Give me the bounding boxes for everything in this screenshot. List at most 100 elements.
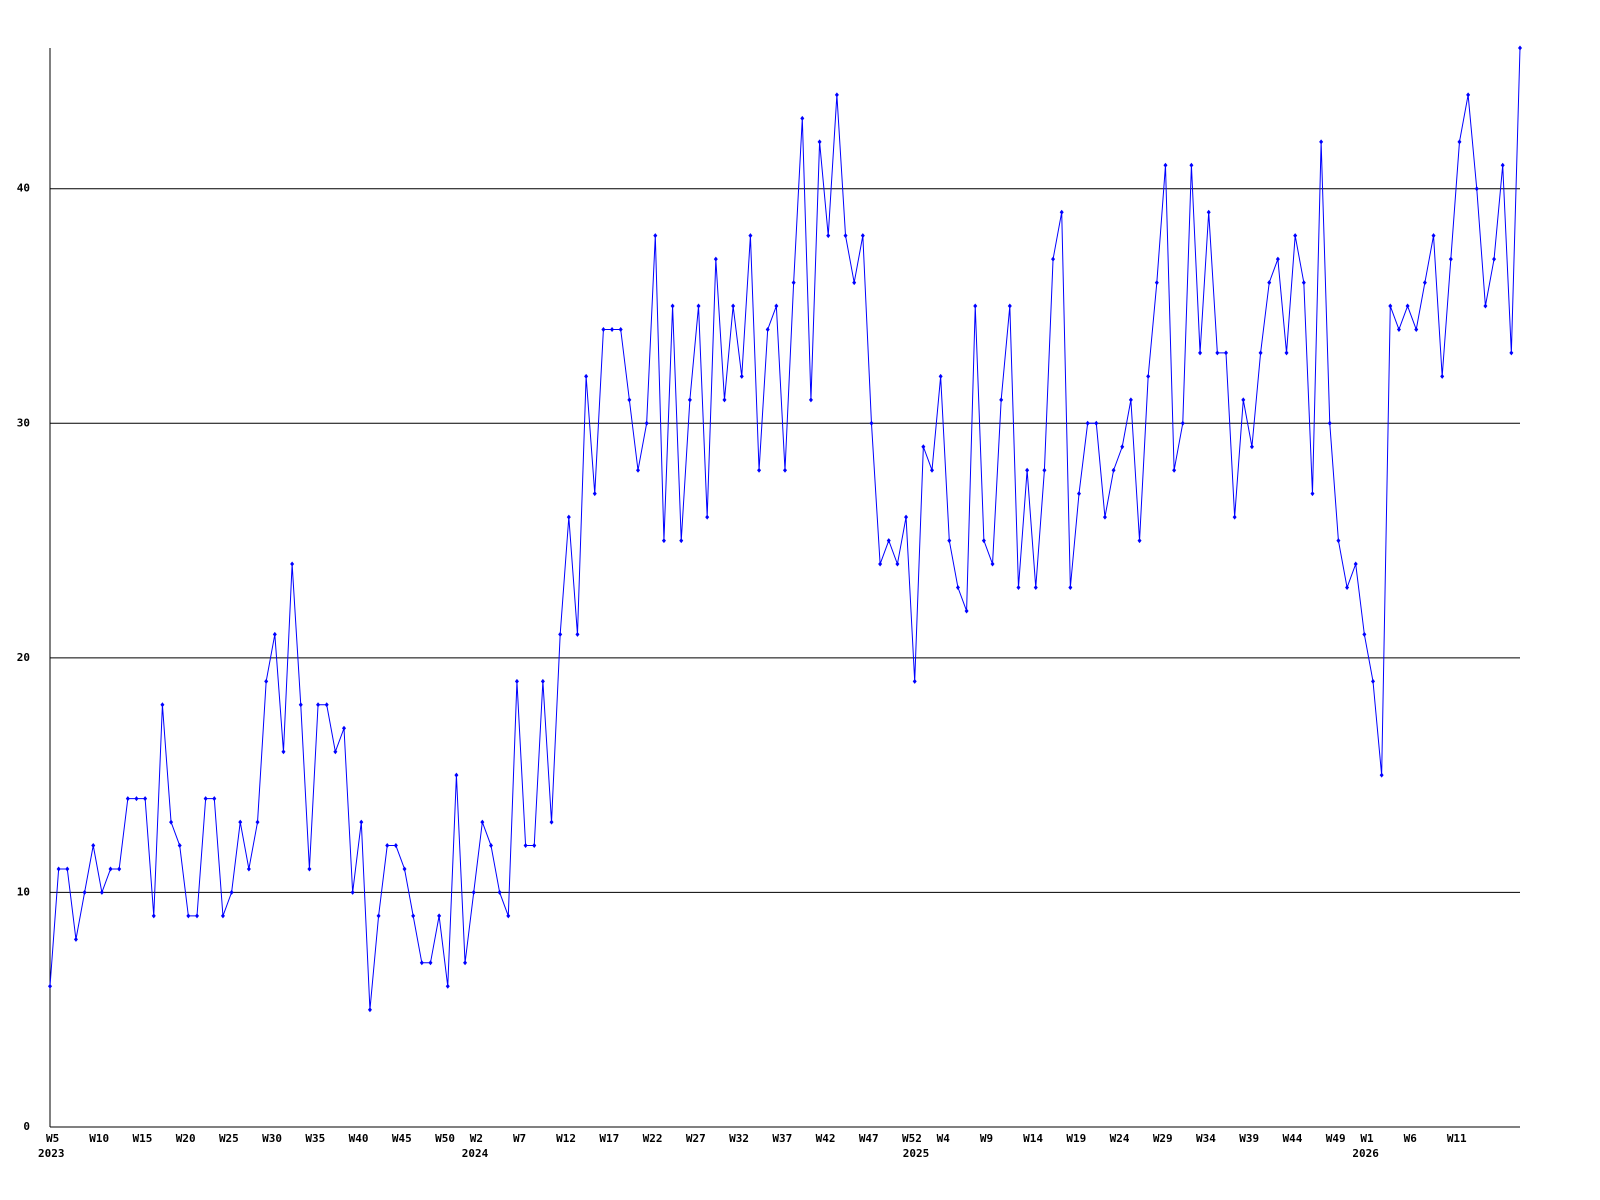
point: [1163, 162, 1168, 168]
x-tick-label: W24: [1110, 1132, 1130, 1145]
point: [1120, 444, 1125, 450]
point: [999, 397, 1004, 403]
point: [1059, 209, 1064, 215]
point: [1102, 514, 1107, 520]
point: [765, 326, 770, 332]
point: [601, 326, 606, 332]
point: [463, 960, 468, 966]
point: [817, 139, 822, 145]
point: [584, 373, 589, 379]
x-tick-label: W40: [349, 1132, 369, 1145]
x-tick-label: W9: [980, 1132, 993, 1145]
point: [592, 491, 597, 497]
point: [73, 936, 78, 942]
point: [1500, 162, 1505, 168]
point: [696, 303, 701, 309]
point: [489, 843, 493, 849]
point: [1025, 467, 1030, 473]
x-tick-label: W20: [176, 1132, 196, 1145]
point: [1509, 350, 1514, 356]
point: [56, 866, 61, 872]
point: [679, 538, 684, 544]
point: [1284, 350, 1289, 356]
point: [618, 326, 623, 332]
point: [367, 1007, 372, 1013]
point: [419, 960, 424, 966]
x-tick-label: W2: [470, 1132, 483, 1145]
point: [298, 702, 303, 708]
x-year-label: 2025: [903, 1147, 930, 1160]
point: [895, 561, 900, 567]
point: [843, 233, 848, 239]
point: [627, 397, 632, 403]
point: [1224, 350, 1228, 356]
point: [1362, 631, 1367, 637]
point: [238, 819, 243, 825]
point: [791, 280, 796, 286]
point: [220, 913, 225, 919]
point: [687, 397, 692, 403]
point: [921, 444, 926, 450]
point: [255, 819, 260, 825]
x-tick-label: W4: [937, 1132, 951, 1145]
point: [1492, 256, 1497, 262]
point: [990, 561, 995, 567]
point: [1232, 514, 1237, 520]
x-tick-label: W14: [1023, 1132, 1043, 1145]
point: [195, 913, 199, 919]
point: [644, 420, 649, 426]
x-tick-label: W10: [89, 1132, 109, 1145]
point: [454, 772, 459, 778]
x-tick-label: W39: [1239, 1132, 1259, 1145]
point: [774, 303, 779, 309]
y-tick-label: 20: [17, 651, 30, 664]
point: [1180, 420, 1185, 426]
x-tick-label: W50: [435, 1132, 455, 1145]
point: [1396, 326, 1401, 332]
x-tick-label: W42: [816, 1132, 836, 1145]
point: [886, 538, 891, 544]
point: [1275, 256, 1280, 262]
point: [203, 796, 208, 802]
point: [1258, 350, 1263, 356]
x-tick-label: W1: [1360, 1132, 1374, 1145]
point: [177, 843, 182, 849]
x-tick-label: W44: [1283, 1132, 1303, 1145]
x-tick-label: W22: [643, 1132, 663, 1145]
x-year-label: 2026: [1352, 1147, 1379, 1160]
y-tick-label: 30: [17, 416, 30, 429]
point: [834, 92, 839, 98]
point: [912, 678, 917, 684]
point: [333, 749, 338, 755]
point: [212, 796, 217, 802]
point: [540, 678, 545, 684]
point: [670, 303, 675, 309]
point: [1215, 350, 1220, 356]
point: [497, 889, 502, 895]
point: [1518, 45, 1522, 51]
point: [324, 702, 329, 708]
point: [1051, 256, 1056, 262]
point: [281, 749, 286, 755]
point: [1405, 303, 1410, 309]
x-tick-label: W37: [772, 1132, 792, 1145]
point: [808, 397, 813, 403]
x-tick-label: W19: [1066, 1132, 1086, 1145]
point: [169, 819, 174, 825]
point: [1249, 444, 1254, 450]
point: [82, 889, 87, 895]
point: [1137, 538, 1142, 544]
point: [532, 843, 537, 849]
point: [566, 514, 571, 520]
point: [1345, 585, 1350, 590]
point: [376, 913, 381, 919]
x-tick-label: W34: [1196, 1132, 1216, 1145]
point: [748, 233, 753, 239]
x-tick-label: W47: [859, 1132, 879, 1145]
x-tick-label: W35: [305, 1132, 325, 1145]
point: [661, 538, 666, 544]
point: [117, 866, 122, 872]
point: [125, 796, 130, 802]
point: [342, 725, 346, 731]
